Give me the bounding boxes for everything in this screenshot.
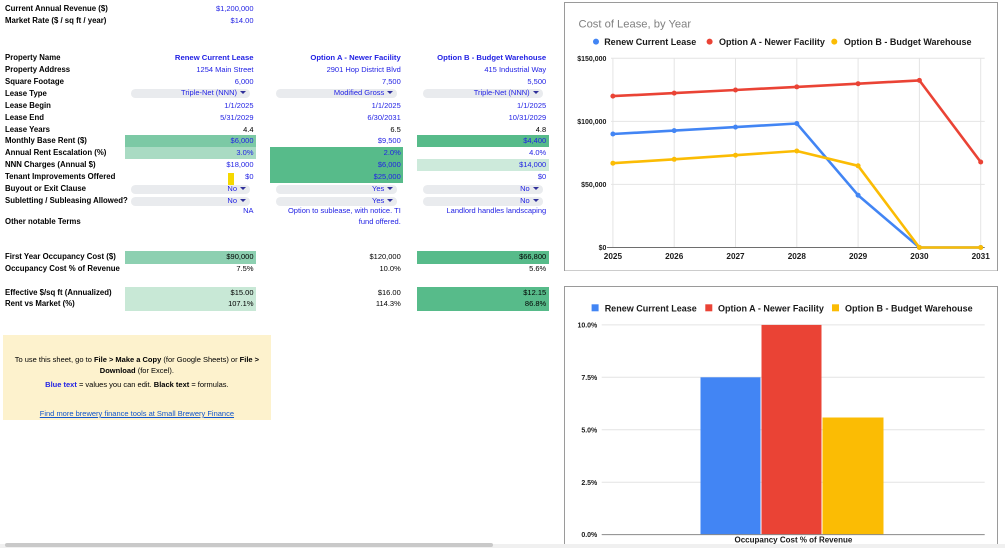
svg-text:Option A - Newer Facility: Option A - Newer Facility	[719, 37, 825, 47]
svg-text:Option B - Budget Warehouse: Option B - Budget Warehouse	[844, 37, 972, 47]
svg-text:Occupancy Cost % of Revenue: Occupancy Cost % of Revenue	[734, 536, 852, 545]
svg-text:2025: 2025	[604, 251, 623, 260]
svg-text:Renew Current Lease: Renew Current Lease	[605, 303, 697, 313]
svg-text:2.5%: 2.5%	[581, 480, 598, 487]
svg-text:0.0%: 0.0%	[581, 532, 598, 539]
svg-text:Option A - Newer Facility: Option A - Newer Facility	[718, 303, 824, 313]
svg-text:7.5%: 7.5%	[581, 375, 598, 382]
svg-text:Cost of Lease, by Year: Cost of Lease, by Year	[579, 18, 692, 30]
svg-text:10.0%: 10.0%	[577, 323, 598, 330]
svg-text:Renew Current Lease: Renew Current Lease	[604, 37, 696, 47]
svg-text:Option B - Budget Warehouse: Option B - Budget Warehouse	[845, 303, 973, 313]
svg-text:$100,000: $100,000	[577, 119, 606, 126]
svg-text:2027: 2027	[726, 251, 745, 260]
svg-text:$50,000: $50,000	[581, 182, 606, 189]
svg-text:5.0%: 5.0%	[581, 427, 598, 434]
svg-text:$0: $0	[599, 245, 607, 252]
svg-text:2030: 2030	[910, 251, 929, 260]
svg-text:2029: 2029	[849, 251, 868, 260]
svg-text:2026: 2026	[665, 251, 684, 260]
svg-text:$150,000: $150,000	[577, 55, 606, 62]
svg-text:2031: 2031	[972, 251, 991, 260]
svg-text:2028: 2028	[788, 251, 807, 260]
